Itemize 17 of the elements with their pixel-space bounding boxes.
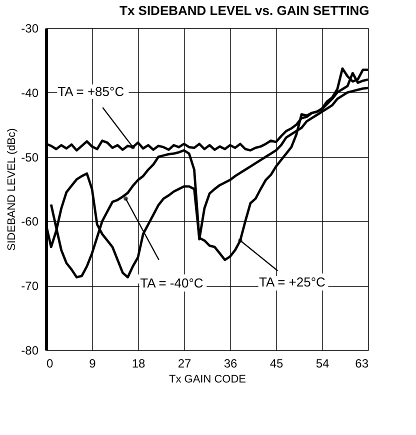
x-tick-label: 36 <box>224 356 238 370</box>
x-tick-label: 63 <box>355 356 369 370</box>
y-tick-label: -40 <box>21 86 39 100</box>
x-tick-label: 0 <box>46 356 54 370</box>
x-axis-title: Tx GAIN CODE <box>168 374 246 386</box>
chart-title: Tx SIDEBAND LEVEL vs. GAIN SETTING <box>119 3 370 18</box>
x-tick-label: 45 <box>270 356 284 370</box>
y-tick-label: -30 <box>21 22 39 36</box>
y-tick-label: -80 <box>21 344 39 358</box>
x-tick-label: 27 <box>178 356 192 370</box>
x-tick-label: 9 <box>89 356 96 370</box>
y-tick-label: -60 <box>21 214 39 229</box>
y-axis-title: SIDEBAND LEVEL (dBc) <box>6 128 18 251</box>
x-tick-label: 18 <box>132 356 146 370</box>
x-tick-label: 54 <box>316 356 330 370</box>
y-tick-label: -50 <box>21 150 39 164</box>
y-tick-label: -70 <box>21 279 39 294</box>
